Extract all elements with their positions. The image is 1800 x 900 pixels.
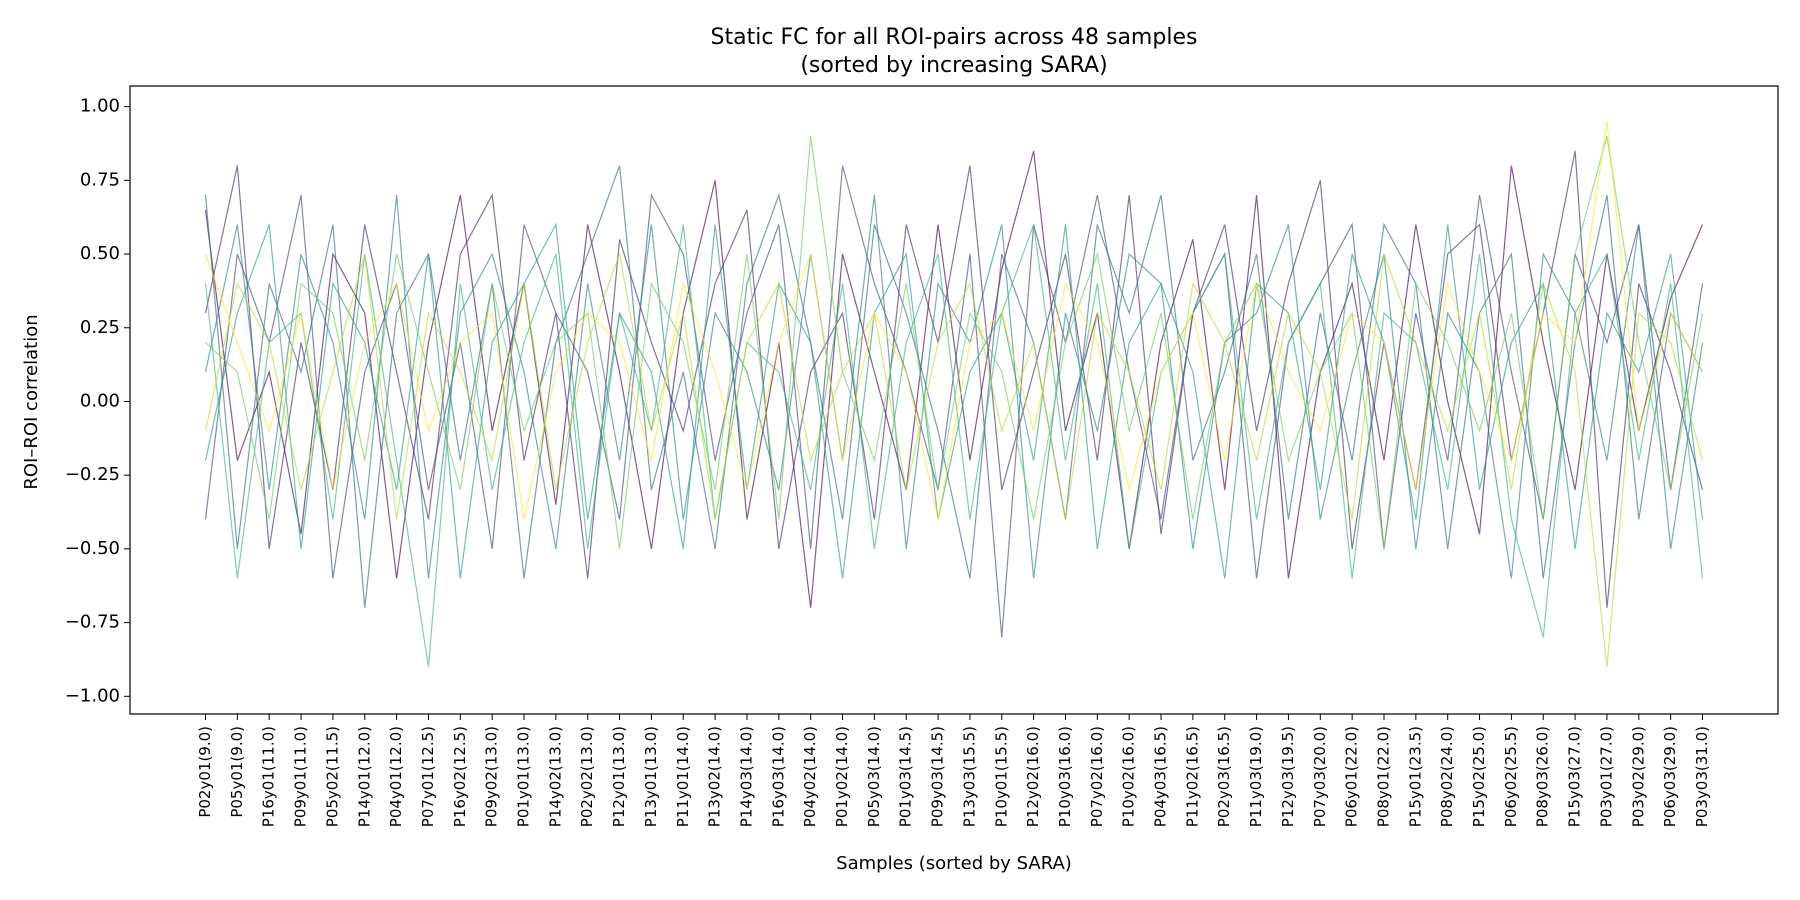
x-tick-label: P09y01(11.0) xyxy=(292,726,310,827)
y-tick-label: 0.75 xyxy=(80,169,120,190)
series-line xyxy=(204,251,1704,667)
x-tick-label: P08y03(26.0) xyxy=(1534,726,1552,827)
x-tick-label: P09y02(13.0) xyxy=(483,726,501,827)
x-tick-label: P11y01(14.0) xyxy=(674,726,692,827)
y-tick-label: 1.00 xyxy=(80,96,120,117)
x-tick-label: P16y03(14.0) xyxy=(769,726,787,827)
x-tick-label: P13y03(15.5) xyxy=(960,726,978,827)
x-tick-label: P01y02(14.0) xyxy=(833,726,851,827)
x-tick-label: P04y03(16.5) xyxy=(1152,726,1170,827)
y-tick-label: 0.25 xyxy=(80,317,120,338)
x-tick-label: P13y01(13.0) xyxy=(642,726,660,827)
x-tick-label: P11y03(19.0) xyxy=(1247,726,1265,827)
x-tick-label: P15y02(25.0) xyxy=(1470,726,1488,827)
y-tick-label: 0.00 xyxy=(80,390,120,411)
y-tick-label: 0.50 xyxy=(80,243,120,264)
x-tick-label: P02y03(16.5) xyxy=(1215,726,1233,827)
y-tick-label: −0.25 xyxy=(65,464,120,485)
x-tick-label: P08y02(24.0) xyxy=(1438,726,1456,827)
x-tick-label: P04y01(12.0) xyxy=(387,726,405,827)
x-tick-label: P10y03(16.0) xyxy=(1056,726,1074,827)
x-tick-label: P14y02(13.0) xyxy=(546,726,564,827)
x-tick-label: P12y01(13.0) xyxy=(610,726,628,827)
x-tick-label: P09y03(14.5) xyxy=(929,726,947,827)
chart-title: Static FC for all ROI-pairs across 48 sa… xyxy=(711,25,1198,50)
series-line xyxy=(204,150,1704,608)
x-tick-label: P06y02(25.5) xyxy=(1502,726,1520,827)
x-tick-label: P05y02(11.5) xyxy=(323,726,341,827)
series-line xyxy=(204,224,1704,667)
x-tick-label: P14y01(12.0) xyxy=(355,726,373,827)
x-tick-label: P03y02(29.0) xyxy=(1629,726,1647,827)
x-tick-label: P16y02(12.5) xyxy=(451,726,469,827)
y-tick-label: −1.00 xyxy=(65,685,120,706)
series-line xyxy=(204,121,1704,520)
x-tick-label: P05y01(9.0) xyxy=(228,726,246,818)
x-tick-label: P01y01(13.0) xyxy=(515,726,533,827)
x-tick-label: P10y01(15.5) xyxy=(992,726,1010,827)
x-tick-label: P13y02(14.0) xyxy=(706,726,724,827)
x-tick-label: P04y02(14.0) xyxy=(801,726,819,827)
x-tick-label: P01y03(14.5) xyxy=(897,726,915,827)
series-line xyxy=(204,165,1704,608)
y-axis-label: ROI–ROI correlation xyxy=(21,314,42,489)
chart-subtitle: (sorted by increasing SARA) xyxy=(800,53,1107,78)
y-tick-label: −0.50 xyxy=(65,538,120,559)
x-tick-label: P10y02(16.0) xyxy=(1120,726,1138,827)
x-tick-label: P07y02(16.0) xyxy=(1088,726,1106,827)
x-tick-label: P06y03(29.0) xyxy=(1661,726,1679,827)
x-tick-label: P02y02(13.0) xyxy=(578,726,596,827)
series-line xyxy=(204,165,1704,638)
series-line xyxy=(205,135,1704,549)
x-tick-label: P15y01(23.5) xyxy=(1406,726,1424,827)
x-tick-label: P03y03(31.0) xyxy=(1693,726,1711,827)
x-tick-label: P02y01(9.0) xyxy=(196,726,214,818)
x-tick-label: P12y03(19.5) xyxy=(1279,726,1297,827)
x-tick-label: P07y01(12.5) xyxy=(419,726,437,827)
series-line xyxy=(204,150,1704,608)
series-line xyxy=(204,222,1704,579)
x-axis-label: Samples (sorted by SARA) xyxy=(836,853,1072,874)
x-tick-label: P15y03(27.0) xyxy=(1566,726,1584,827)
y-tick-label: −0.75 xyxy=(65,612,120,633)
x-tick-label: P14y03(14.0) xyxy=(737,726,755,827)
x-tick-label: P08y01(22.0) xyxy=(1374,726,1392,827)
x-tick-label: P03y01(27.0) xyxy=(1597,726,1615,827)
plot-frame xyxy=(129,85,1779,715)
x-tick-label: P12y02(16.0) xyxy=(1024,726,1042,827)
x-tick-label: P16y01(11.0) xyxy=(260,726,278,827)
x-tick-label: P07y03(20.0) xyxy=(1311,726,1329,827)
x-tick-label: P05y03(14.0) xyxy=(865,726,883,827)
x-tick-label: P06y01(22.0) xyxy=(1343,726,1361,827)
lines xyxy=(204,121,1704,667)
x-tick-label: P11y02(16.5) xyxy=(1183,726,1201,827)
